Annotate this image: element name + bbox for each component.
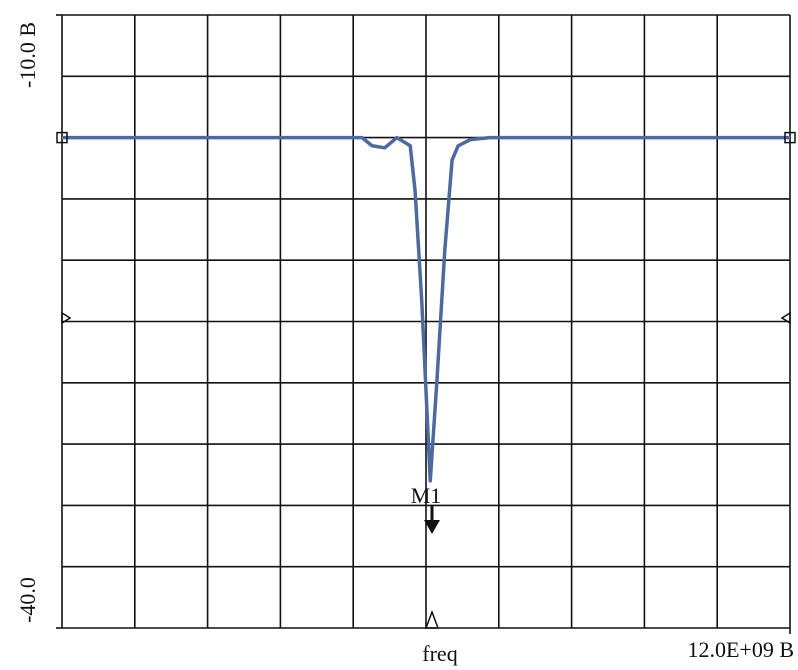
center-marker: [424, 609, 440, 629]
y-tick-label: -40.0: [15, 577, 40, 623]
marker-arrow: [424, 520, 440, 534]
x-tick-label: 12.0E+09 B: [687, 637, 794, 662]
y-tick-label: -10.0 B: [15, 22, 40, 88]
trace-end-marker: [784, 131, 796, 144]
grid: [61, 14, 791, 629]
trace: [62, 135, 790, 483]
trace-end-marker: [56, 131, 68, 144]
x-axis-label: freq: [422, 641, 457, 666]
